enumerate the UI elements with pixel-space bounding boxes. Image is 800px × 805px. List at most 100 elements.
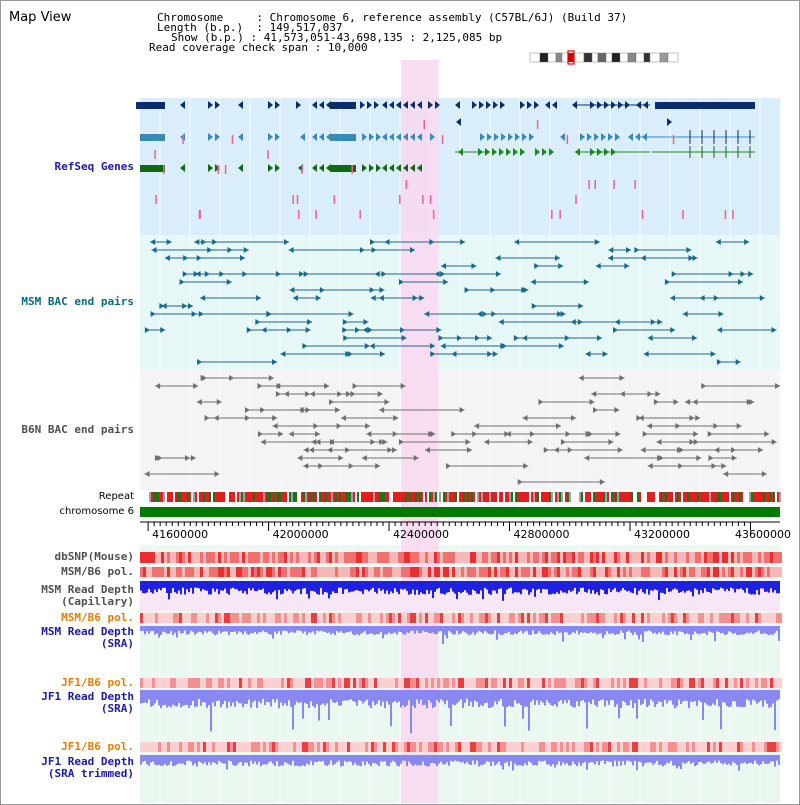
jf1-trim-depth-bar: [278, 755, 280, 767]
jf1-b6-pol-strip: [641, 678, 644, 688]
jf1-b6-pol-strip: [698, 678, 701, 688]
jf1-sra-depth-bar: [732, 690, 734, 702]
refseq-mark: [292, 195, 294, 204]
msm-b6-pol-strip: [269, 567, 272, 577]
jf1-trim-depth-bar: [458, 755, 460, 762]
msm-sra-depth-bar: [566, 626, 568, 633]
repeat-block: [343, 492, 345, 502]
jf1-b6-pol-strip: [725, 678, 728, 688]
dbsnp-strip: [530, 552, 533, 563]
dbsnp-strip: [152, 552, 155, 563]
dbsnp-strip: [455, 552, 458, 563]
bac-end-arrow: [410, 247, 416, 253]
msm-cap-depth-bar: [422, 581, 424, 594]
msm-b6-pol-strip-2: [695, 613, 698, 623]
repeat-block: [535, 492, 537, 502]
jf1-b6-pol-strip-2: [140, 742, 143, 752]
jf1-sra-depth-bar: [176, 690, 178, 707]
ideogram-marker: [567, 50, 575, 65]
jf1-trim-depth-bar: [398, 755, 400, 767]
msm-cap-depth-bar: [374, 581, 376, 592]
repeat-block: [167, 492, 169, 502]
gene-arrow: [456, 118, 461, 126]
bac-end-arrow: [543, 447, 549, 453]
jf1-b6-pol-strip-2: [371, 742, 374, 752]
jf1-b6-pol-strip: [338, 678, 341, 688]
bac-end-arrow: [289, 287, 295, 293]
dbsnp-strip: [428, 552, 431, 563]
msm-b6-pol-strip-2: [485, 613, 488, 623]
jf1-trim-depth-bar: [168, 755, 170, 765]
bac-end-arrow: [329, 399, 335, 405]
jf1-b6-pol-strip-2: [473, 742, 476, 752]
jf1-trim-depth-bar: [728, 755, 730, 764]
jf1-trim-depth-bar: [680, 755, 682, 770]
msm-b6-pol-strip: [311, 567, 314, 577]
repeat-block: [353, 492, 355, 502]
bac-end-arrow: [352, 383, 358, 389]
jf1-sra-depth-bar: [302, 690, 304, 719]
jf1-trim-depth-bar: [770, 755, 772, 762]
bac-end-arrow: [197, 359, 203, 365]
jf1-b6-pol-strip: [554, 678, 557, 688]
gene-arrow: [594, 133, 599, 141]
dbsnp-strip: [314, 552, 317, 563]
jf1-sra-depth-bar: [604, 690, 606, 707]
msm-b6-pol-strip-2: [737, 613, 740, 623]
ideogram-band: [561, 52, 569, 63]
jf1-trim-depth-bar: [562, 755, 564, 763]
jf1-b6-pol-strip: [506, 678, 509, 688]
msm-cap-depth-bar: [656, 581, 658, 591]
msm-b6-pol-strip: [728, 567, 731, 577]
msm-b6-pol-strip-2: [161, 613, 164, 623]
gene-arrow: [552, 101, 557, 109]
msm-sra-depth-bar: [232, 626, 234, 633]
dbsnp-strip: [326, 552, 329, 563]
jf1-sra-depth-bar: [330, 690, 332, 700]
msm-b6-pol-strip: [458, 567, 461, 577]
jf1-b6-pol-strip-2: [728, 742, 731, 752]
jf1-b6-pol-strip-2: [326, 742, 329, 752]
gene-arrow: [635, 133, 640, 141]
jf1-trim-depth-bar: [642, 755, 644, 767]
bac-end-arrow: [369, 343, 375, 349]
jf1-sra-depth-bar: [282, 690, 284, 706]
dbsnp-strip: [563, 552, 566, 563]
repeat-block: [493, 492, 495, 502]
jf1-sra-depth-bar: [274, 690, 276, 703]
msm-sra-depth-bar: [356, 626, 358, 634]
gene-arrow: [326, 101, 331, 109]
bac-end-arrow: [278, 431, 284, 437]
jf1-trim-depth-bar: [718, 755, 720, 761]
jf1-b6-pol-strip-2: [203, 742, 206, 752]
jf1-sra-depth-bar: [612, 690, 614, 700]
msm-cap-depth-bar: [496, 581, 498, 594]
msm-sra-depth-bar: [242, 626, 244, 635]
jf1-b6-pol-strip: [203, 678, 206, 688]
msm-cap-depth-bar: [322, 581, 324, 595]
jf1-sra-depth-bar: [448, 690, 450, 709]
bac-end-arrow: [436, 327, 442, 333]
dbsnp-strip: [416, 552, 419, 563]
msm-cap-depth-bar: [664, 581, 666, 595]
repeat-block: [179, 492, 181, 502]
jf1-sra-depth-bar: [148, 690, 150, 700]
msm-b6-pol-strip-2: [761, 613, 764, 623]
jf1-b6-pol-strip-2: [188, 742, 191, 752]
msm-b6-pol-strip-2: [266, 613, 269, 623]
gene-arrow: [208, 133, 213, 141]
dbsnp-strip: [650, 552, 653, 563]
bac-end-arrow: [440, 343, 446, 349]
repeat-block: [759, 492, 761, 502]
refseq-mark: [399, 195, 401, 204]
repeat-block: [585, 492, 587, 502]
msm-b6-pol-strip: [146, 567, 149, 577]
repeat-block: [215, 492, 217, 502]
gene-arrow: [382, 101, 387, 109]
track-label-msm-b6-pol-2: MSM/B6 pol.: [61, 611, 134, 624]
dbsnp-strip: [734, 552, 737, 563]
msm-b6-pol-strip: [770, 567, 773, 577]
jf1-trim-depth-bar: [678, 755, 680, 767]
jf1-b6-pol-strip: [755, 678, 758, 688]
